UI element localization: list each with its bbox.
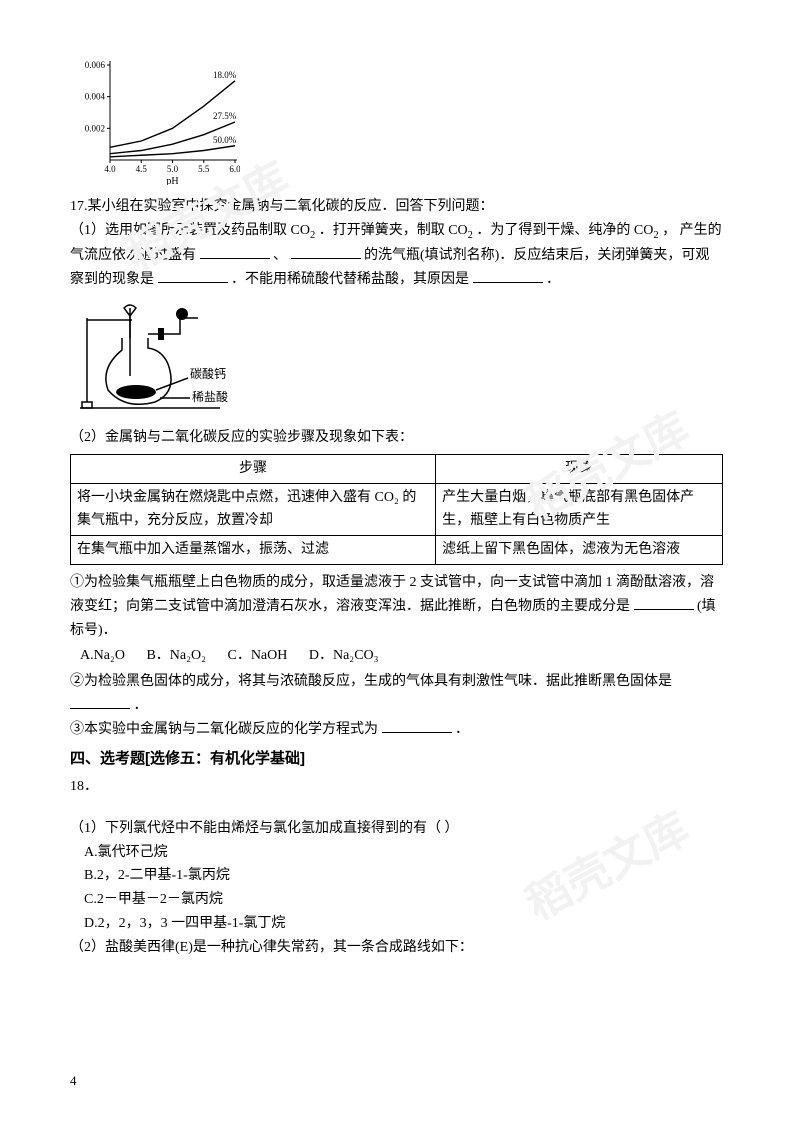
- svg-text:4.0: 4.0: [104, 164, 116, 174]
- cell: 滤纸上留下黑色固体，滤液为无色溶液: [436, 536, 723, 565]
- q17-options: A.Na₂O B．Na₂O₂ C．NaOH D．Na₂CO₃: [80, 644, 723, 668]
- q18-part2: （2）盐酸美西律(E)是一种抗心律失常药，其一条合成路线如下：: [70, 936, 723, 960]
- blank: [70, 694, 130, 709]
- section-4-title: 四、选考题[选修五：有机化学基础]: [70, 746, 723, 772]
- blank: [158, 268, 228, 283]
- option-d: D.2，2，3，3 一四甲基-1-氯丁烷: [84, 912, 723, 936]
- option-a: A.Na₂O: [80, 648, 125, 663]
- q17-sub1: ①为检验集气瓶瓶壁上白色物质的成分，取适量滤液于 2 支试管中，向一支试管中滴加…: [70, 571, 723, 642]
- col-header-step: 步骤: [71, 454, 436, 483]
- table-row: 在集气瓶中加入适量蒸馏水，振荡、过滤 滤纸上留下黑色固体，滤液为无色溶液: [71, 536, 723, 565]
- blank: [473, 268, 543, 283]
- spacer: [70, 799, 723, 817]
- q17-sub3: ③本实验中金属钠与二氧化碳反应的化学方程式为 ．: [70, 718, 723, 742]
- svg-text:0.002: 0.002: [85, 123, 105, 133]
- text: ．: [546, 272, 560, 287]
- text: ．: [455, 722, 469, 737]
- text: （1）选用如图所示装置及药品制取 CO: [70, 223, 310, 238]
- svg-text:0.006: 0.006: [85, 60, 106, 70]
- blank: [634, 595, 694, 610]
- table-row: 将一小块金属钠在燃烧匙中点燃，迅速伸入盛有 CO₂ 的集气瓶中，充分反应，放置冷…: [71, 483, 723, 536]
- svg-text:0.004: 0.004: [85, 92, 106, 102]
- apparatus-diagram: 碳酸钙稀盐酸: [70, 298, 240, 418]
- blank: [200, 244, 270, 259]
- svg-text:碳酸钙: 碳酸钙: [190, 366, 226, 381]
- cell: 将一小块金属钠在燃烧匙中点燃，迅速伸入盛有 CO₂ 的集气瓶中，充分反应，放置冷…: [71, 483, 436, 536]
- page-root: 稻壳文库 稻壳文库 稻壳文库 0.0020.0040.0064.04.55.05…: [0, 0, 793, 1122]
- q18-part1: （1）下列氯代烃中不能由烯烃与氯化氢加成直接得到的有（ ）: [70, 817, 723, 841]
- option-c: C．NaOH: [227, 648, 287, 663]
- option-d: D．Na₂CO₃: [309, 648, 379, 663]
- option-b: B.2，2-二甲基-1-氯丙烷: [84, 864, 723, 888]
- text: ①为检验集气瓶瓶壁上白色物质的成分，取适量滤液于 2 支试管中，向一支试管中滴加…: [70, 575, 714, 614]
- svg-text:5.5: 5.5: [198, 164, 210, 174]
- cell: 在集气瓶中加入适量蒸馏水，振荡、过滤: [71, 536, 436, 565]
- text: ②为检验黑色固体的成分，将其与浓硫酸反应，生成的气体具有刺激性气味．据此推断黑色…: [70, 674, 672, 689]
- ph-line-chart: 0.002 0.004 0.006 4.0 4.5 5.0 5.5 6.0 pH 18.0% 27.…: [70, 55, 240, 185]
- q17-sub2: ②为检验黑色固体的成分，将其与浓硫酸反应，生成的气体具有刺激性气味．据此推断黑色…: [70, 670, 723, 718]
- text: ．不能用稀硫酸代替稀盐酸，其原因是: [231, 272, 469, 287]
- svg-text:27.5%: 27.5%: [213, 111, 237, 121]
- svg-text:稀盐酸: 稀盐酸: [192, 389, 228, 404]
- text: ．: [134, 698, 148, 713]
- q17-part2-intro: （2）金属钠与二氧化碳反应的实验步骤及现象如下表：: [70, 426, 723, 450]
- svg-text:4.5: 4.5: [136, 164, 148, 174]
- svg-text:5.0: 5.0: [167, 164, 179, 174]
- page-number: 4: [70, 1070, 77, 1092]
- cell: 产生大量白烟，集气瓶底部有黑色固体产生，瓶壁上有白色物质产生: [436, 483, 723, 536]
- text: ．为了得到干燥、纯净的 CO: [476, 223, 653, 238]
- option-b: B．Na₂O₂: [146, 648, 206, 663]
- option-a: A.氯代环己烷: [84, 841, 723, 865]
- svg-text:50.0%: 50.0%: [213, 135, 237, 145]
- q17-part1: （1）选用如图所示装置及药品制取 CO2 ．打开弹簧夹，制取 CO2 ．为了得到…: [70, 219, 723, 292]
- svg-text:6.0: 6.0: [229, 164, 240, 174]
- blank: [382, 718, 452, 733]
- q17-intro: 17.某小组在实验室中探究金属钠与二氧化碳的反应．回答下列问题：: [70, 195, 723, 219]
- steps-table: 步骤 现象 将一小块金属钠在燃烧匙中点燃，迅速伸入盛有 CO₂ 的集气瓶中，充分…: [70, 454, 723, 565]
- text: ③本实验中金属钠与二氧化碳反应的化学方程式为: [70, 722, 378, 737]
- q18-options: A.氯代环己烷 B.2，2-二甲基-1-氯丙烷 C.2－甲基－2－氯丙烷 D.2…: [70, 841, 723, 936]
- svg-text:18.0%: 18.0%: [213, 70, 237, 80]
- option-c: C.2－甲基－2－氯丙烷: [84, 888, 723, 912]
- text: ．打开弹簧夹，制取 CO: [319, 223, 468, 238]
- q18-number: 18．: [70, 775, 723, 799]
- blank: [291, 244, 361, 259]
- text: 、: [273, 248, 287, 263]
- svg-text:pH: pH: [166, 176, 178, 185]
- col-header-phenomenon: 现象: [436, 454, 723, 483]
